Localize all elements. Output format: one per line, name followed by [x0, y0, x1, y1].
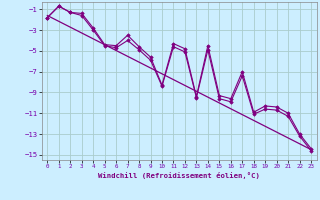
X-axis label: Windchill (Refroidissement éolien,°C): Windchill (Refroidissement éolien,°C) [98, 172, 260, 179]
